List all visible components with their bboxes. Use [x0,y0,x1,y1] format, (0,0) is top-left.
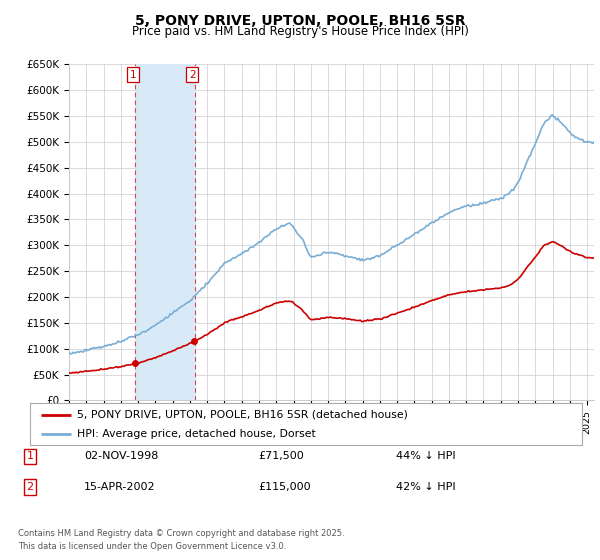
Text: 5, PONY DRIVE, UPTON, POOLE, BH16 5SR: 5, PONY DRIVE, UPTON, POOLE, BH16 5SR [134,14,466,28]
Text: 15-APR-2002: 15-APR-2002 [84,482,155,492]
Text: £71,500: £71,500 [258,451,304,461]
Text: Price paid vs. HM Land Registry's House Price Index (HPI): Price paid vs. HM Land Registry's House … [131,25,469,38]
Bar [136,64,195,400]
Text: 44% ↓ HPI: 44% ↓ HPI [396,451,455,461]
Text: HPI: Average price, detached house, Dorset: HPI: Average price, detached house, Dors… [77,429,316,439]
Text: 5, PONY DRIVE, UPTON, POOLE, BH16 5SR (detached house): 5, PONY DRIVE, UPTON, POOLE, BH16 5SR (d… [77,409,408,419]
Text: Contains HM Land Registry data © Crown copyright and database right 2025.
This d: Contains HM Land Registry data © Crown c… [18,529,344,550]
Text: 1: 1 [130,70,136,80]
Text: 1: 1 [26,451,34,461]
Text: £115,000: £115,000 [258,482,311,492]
Text: 2: 2 [189,70,196,80]
Text: 2: 2 [26,482,34,492]
Text: 02-NOV-1998: 02-NOV-1998 [84,451,158,461]
Text: 42% ↓ HPI: 42% ↓ HPI [396,482,455,492]
